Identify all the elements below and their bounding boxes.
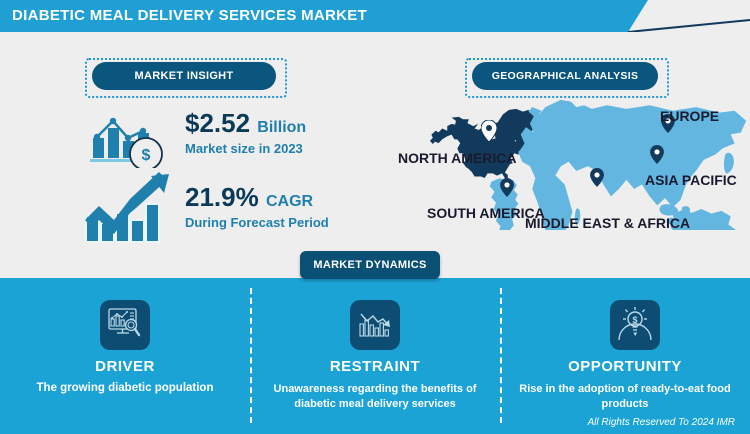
svg-text:$: $ — [142, 147, 151, 164]
